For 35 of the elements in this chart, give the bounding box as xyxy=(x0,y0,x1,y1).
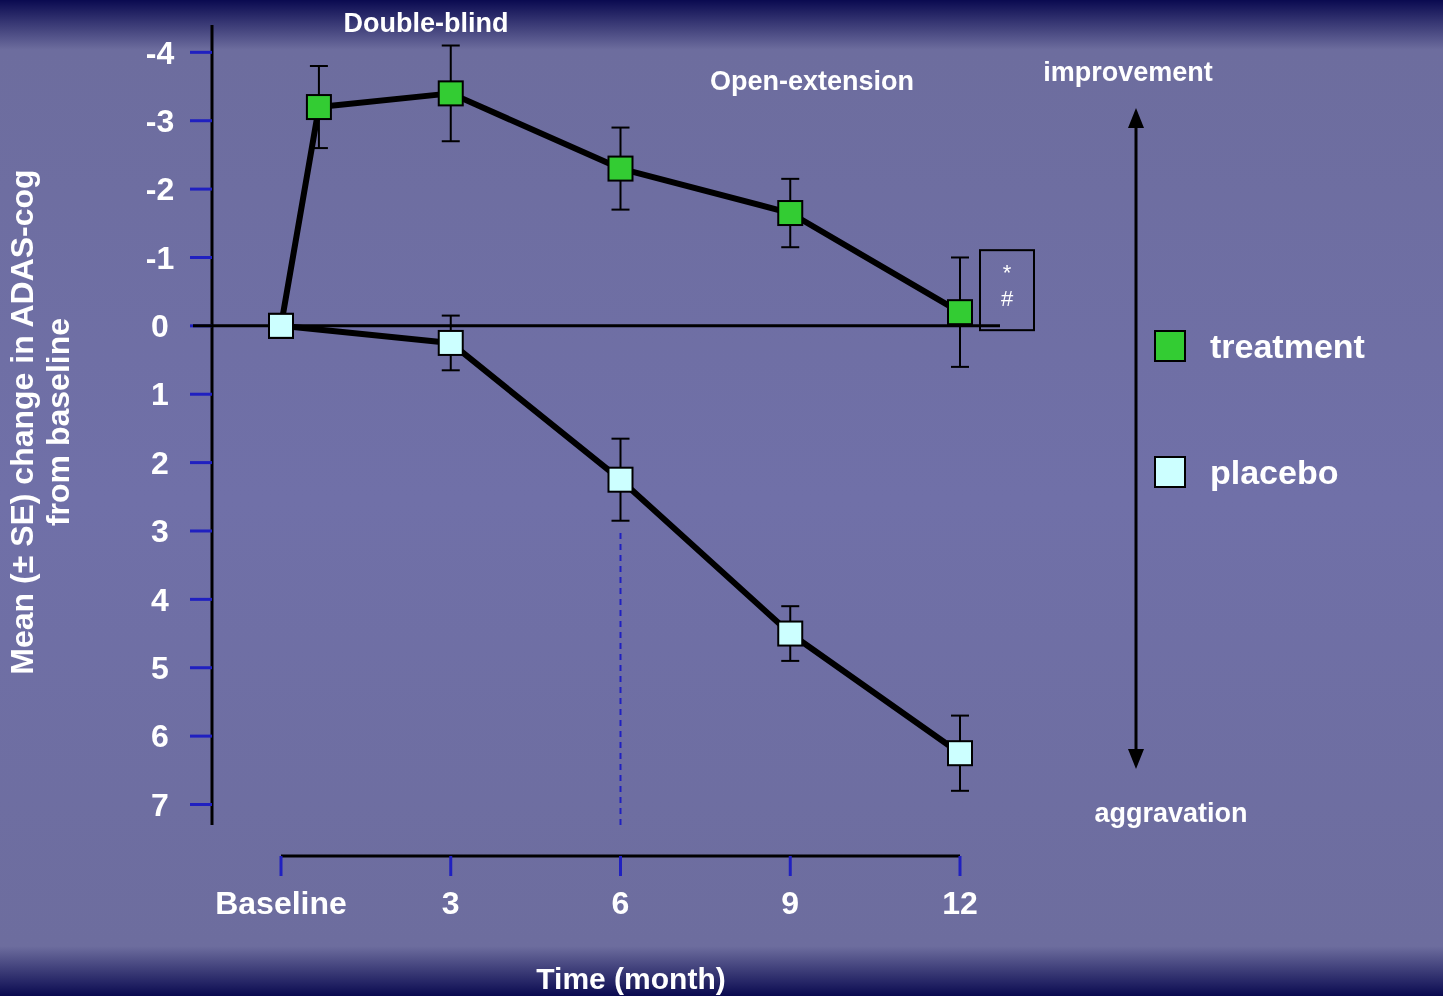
legend-label: placebo xyxy=(1210,452,1339,491)
point xyxy=(947,299,973,326)
y-tick-label: 2 xyxy=(151,444,169,481)
y-tick-label: 3 xyxy=(151,513,169,550)
point xyxy=(305,94,332,121)
y-tick-label: 1 xyxy=(151,376,169,413)
y-tick-label: -1 xyxy=(145,239,175,276)
y-tick-label: -4 xyxy=(145,34,175,71)
x-tick-label: 12 xyxy=(942,885,978,922)
annotation: Open-extension xyxy=(709,66,915,96)
y-tick-label: -3 xyxy=(145,102,175,139)
y-axis-title: Mean (± SE) change in ADAS-cog from baseline xyxy=(4,169,76,675)
text: aggravation xyxy=(1094,798,1248,828)
point xyxy=(437,329,464,356)
y-tick-label: 7 xyxy=(151,786,169,823)
point xyxy=(947,740,973,767)
legend-label: treatment xyxy=(1210,326,1365,365)
y-tick-label: 0 xyxy=(151,308,169,345)
point xyxy=(607,466,634,493)
y-tick-label: 4 xyxy=(151,581,170,618)
x-tick-label: 9 xyxy=(781,885,800,922)
annotation: Double-blind xyxy=(343,8,509,38)
point xyxy=(777,200,804,227)
point xyxy=(607,155,634,182)
text: improvement xyxy=(1043,57,1213,87)
x-tick-label: 6 xyxy=(611,885,630,922)
y-tick-label: 5 xyxy=(151,649,169,686)
y-tick-label: -2 xyxy=(145,171,175,208)
x-axis-title: Time (month) xyxy=(536,961,726,995)
annotation: * # xyxy=(1000,260,1014,312)
point xyxy=(437,80,464,107)
y-tick-label: 6 xyxy=(151,718,169,755)
x-tick-label: 3 xyxy=(441,885,460,922)
x-tick-label: Baseline xyxy=(215,885,347,922)
point xyxy=(777,620,804,647)
